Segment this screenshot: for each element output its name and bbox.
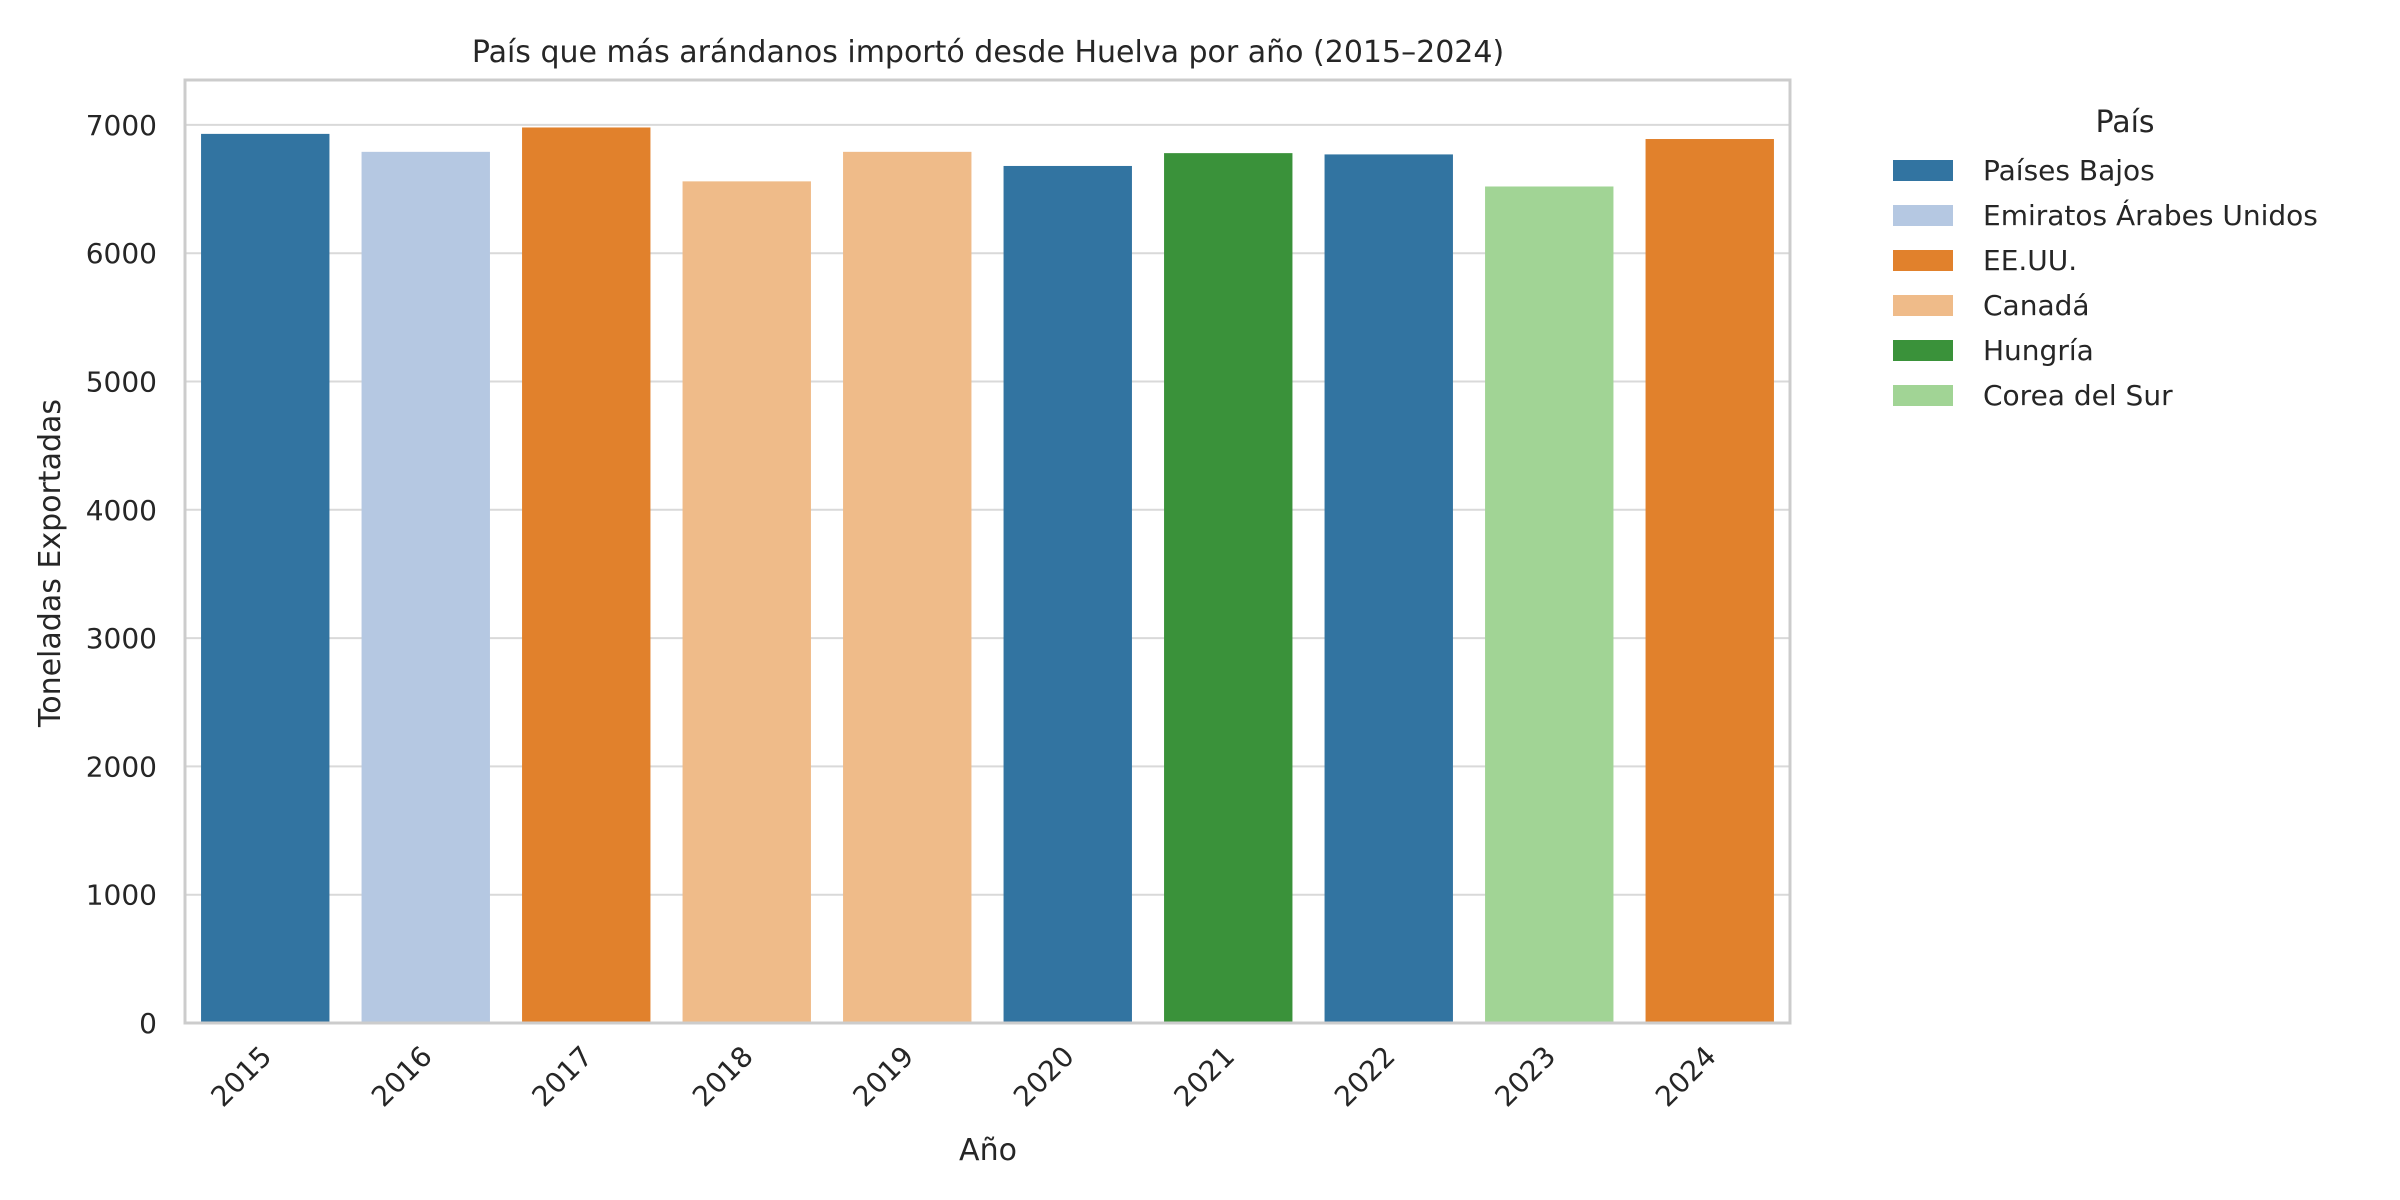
x-tick-label: 2016 [365, 1040, 439, 1114]
y-tick-label: 3000 [86, 622, 157, 655]
legend-swatch [1893, 205, 1953, 226]
x-tick-label: 2024 [1649, 1040, 1723, 1114]
bar-2019 [843, 151, 972, 1023]
plot-frame [183, 78, 1792, 1025]
y-tick-label: 7000 [86, 109, 157, 142]
x-tick-label: 2018 [686, 1040, 760, 1114]
x-tick-label: 2017 [525, 1040, 599, 1114]
y-tick-label: 5000 [86, 366, 157, 399]
x-tick-label: 2023 [1488, 1040, 1562, 1114]
legend-label: Hungría [1983, 334, 2094, 367]
bar-2015 [201, 133, 330, 1023]
legend-label: Emiratos Árabes Unidos [1983, 198, 2318, 232]
legend-swatch [1893, 160, 1953, 181]
y-tick-label: 4000 [86, 494, 157, 527]
bar-2018 [682, 181, 811, 1024]
x-tick-label: 2022 [1328, 1040, 1402, 1114]
x-axis-label: Año [959, 1133, 1017, 1168]
legend-entries: Países Bajos Emiratos Árabes Unidos EE.UU.… [1893, 154, 2318, 412]
x-tick-label: 2020 [1007, 1040, 1081, 1114]
legend-swatch [1893, 250, 1953, 271]
y-tick-label: 6000 [86, 237, 157, 270]
bar-2023 [1485, 186, 1614, 1024]
legend-title: País [2095, 105, 2154, 140]
bar-2022 [1324, 154, 1453, 1024]
y-tick-label: 1000 [86, 879, 157, 912]
bars [201, 127, 1774, 1024]
bar-2024 [1645, 139, 1774, 1023]
y-tick-label: 0 [139, 1007, 157, 1040]
legend-label: Países Bajos [1983, 154, 2155, 187]
x-tick-label: 2021 [1167, 1040, 1241, 1114]
y-axis-label: Toneladas Exportadas [33, 399, 68, 728]
legend-swatch [1893, 340, 1953, 361]
legend: País Países Bajos Emiratos Árabes Unidos E… [1893, 105, 2318, 412]
bar-2020 [1003, 165, 1132, 1023]
legend-label: Canadá [1983, 289, 2090, 322]
y-tick-label: 2000 [86, 750, 157, 783]
chart-title: País que más arándanos importó desde Hue… [472, 35, 1504, 70]
x-tick-label: 2019 [846, 1040, 920, 1114]
y-axis-ticks: 0 1000 2000 3000 4000 5000 6000 7000 [86, 109, 157, 1040]
bar-2021 [1164, 153, 1293, 1023]
x-axis-ticks: 2015 2016 2017 2018 2019 2020 2021 2022 2023 2024 [204, 1040, 1722, 1114]
legend-label: EE.UU. [1983, 244, 2077, 277]
legend-label: Corea del Sur [1983, 379, 2173, 412]
bar-2016 [361, 151, 490, 1023]
legend-swatch [1893, 295, 1953, 316]
legend-swatch [1893, 385, 1953, 406]
bar-2017 [522, 127, 651, 1023]
x-tick-label: 2015 [204, 1040, 278, 1114]
